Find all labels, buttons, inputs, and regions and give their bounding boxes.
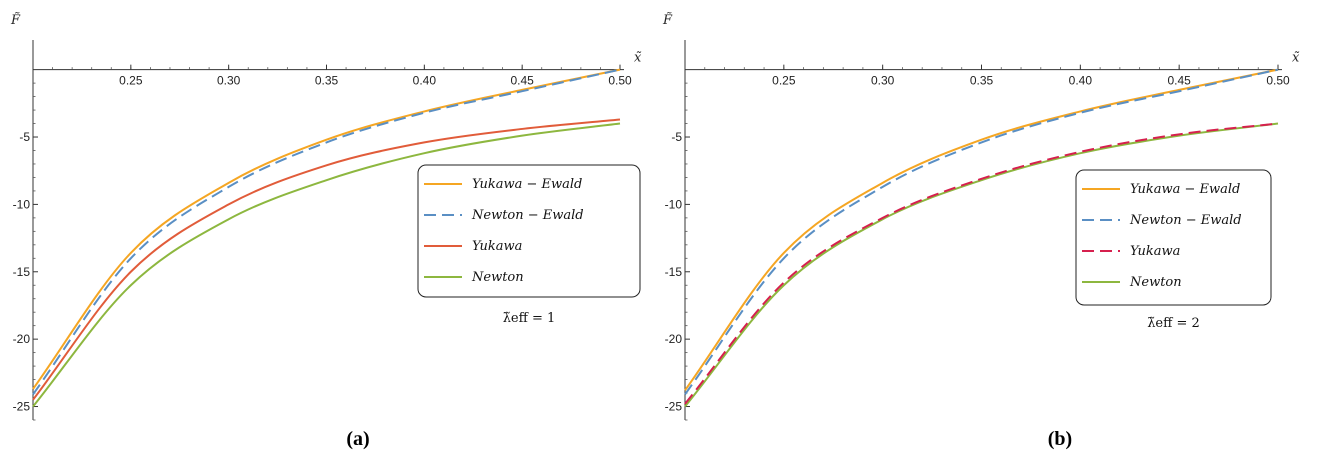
legend-box bbox=[417, 164, 641, 298]
lambda-annotation: λ̃eff = 2 bbox=[1147, 316, 1200, 331]
x-tick-label: 0.35 bbox=[315, 74, 339, 88]
y-tick-label: -10 bbox=[13, 197, 31, 211]
legend-entry-label: Newton bbox=[1129, 275, 1182, 290]
x-axis-label: x̃ bbox=[634, 51, 642, 66]
series-line-yukawa-ewald bbox=[32, 68, 621, 390]
y-tick-label: -5 bbox=[19, 130, 30, 144]
x-tick-label: 0.35 bbox=[970, 74, 994, 88]
y-tick-label: -25 bbox=[665, 400, 683, 414]
x-tick-label: 0.25 bbox=[119, 74, 143, 88]
y-tick-label: -15 bbox=[665, 265, 683, 279]
y-tick-label: -5 bbox=[671, 130, 682, 144]
legend-entry-label: Newton bbox=[471, 270, 524, 285]
legend-entry-label: Newton − Ewald bbox=[1129, 213, 1242, 228]
series-line-newton bbox=[684, 122, 1279, 408]
panel-caption: (a) bbox=[346, 428, 369, 450]
x-tick-label: 0.50 bbox=[1266, 74, 1290, 88]
y-tick-label: -20 bbox=[13, 332, 31, 346]
y-tick-label: -10 bbox=[665, 197, 683, 211]
x-tick-label: 0.45 bbox=[510, 74, 534, 88]
x-tick-label: 0.30 bbox=[871, 74, 895, 88]
series-line-yukawa-ewald bbox=[684, 68, 1279, 391]
series-line-newton bbox=[32, 122, 621, 408]
series-line-newton-ewald bbox=[32, 68, 621, 395]
x-tick-label: 0.40 bbox=[413, 74, 437, 88]
lambda-annotation: λ̃eff = 1 bbox=[503, 311, 556, 326]
legend-box bbox=[1075, 169, 1272, 306]
legend-entry-label: Yukawa bbox=[1130, 244, 1180, 259]
series-line-yukawa bbox=[684, 122, 1279, 405]
series-line-newton-ewald bbox=[684, 68, 1279, 395]
y-tick-label: -20 bbox=[665, 332, 683, 346]
legend-entry-label: Yukawa bbox=[472, 239, 522, 254]
y-tick-label: -25 bbox=[13, 400, 31, 414]
panel-caption: (b) bbox=[1048, 428, 1072, 450]
x-tick-label: 0.30 bbox=[217, 74, 241, 88]
x-tick-label: 0.45 bbox=[1167, 74, 1191, 88]
x-tick-label: 0.40 bbox=[1069, 74, 1093, 88]
legend-entry-label: Yukawa − Ewald bbox=[472, 177, 582, 192]
chart-panel-b: 0.25 0.30 0.35 0.40 0.45 0.50 -5 -10 -15 -20 -25 x̃… bbox=[662, 12, 1300, 450]
chart-panel-a: 0.25 0.30 0.35 0.40 0.45 0.50 -5 -10 -15 -20 -25 x̃… bbox=[10, 12, 642, 450]
legend-entry-label: Yukawa − Ewald bbox=[1130, 182, 1240, 197]
legend-entry-label: Newton − Ewald bbox=[471, 208, 584, 223]
y-axis-label: F̃ bbox=[662, 12, 673, 28]
y-tick-label: -15 bbox=[13, 265, 31, 279]
x-tick-label: 0.50 bbox=[608, 74, 632, 88]
x-tick-label: 0.25 bbox=[772, 74, 796, 88]
x-axis-label: x̃ bbox=[1292, 51, 1300, 66]
series-line-yukawa bbox=[32, 118, 621, 401]
y-axis-label: F̃ bbox=[10, 12, 21, 28]
